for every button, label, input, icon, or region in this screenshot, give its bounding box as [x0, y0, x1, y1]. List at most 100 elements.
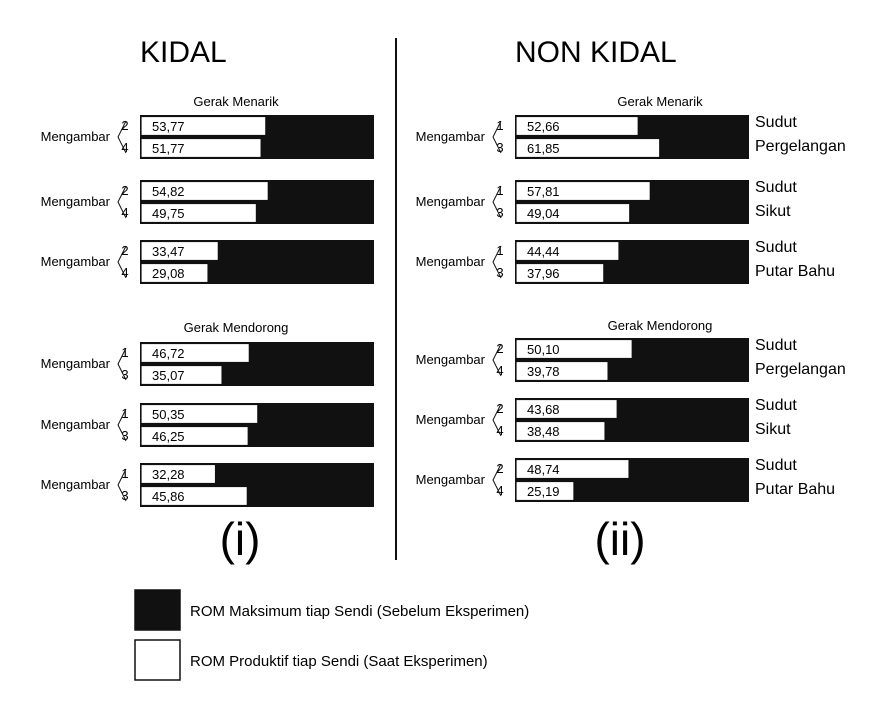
value-label: 52,66 [527, 119, 560, 134]
row-id: 1 [496, 183, 503, 198]
value-label: 25,19 [527, 484, 560, 499]
row-id: 3 [496, 265, 503, 280]
value-label: 32,28 [152, 467, 185, 482]
row-id: 3 [121, 367, 128, 382]
group-bracket [492, 403, 502, 437]
value-label: 50,10 [527, 342, 560, 357]
productive-rom-bar [515, 420, 606, 442]
productive-rom-bar [140, 485, 248, 507]
productive-rom-bar [140, 463, 217, 485]
group-label: Mengambar [41, 129, 111, 144]
group-label: Mengambar [416, 412, 486, 427]
group-bracket [492, 343, 502, 377]
productive-rom-bar [515, 180, 651, 202]
group-bracket [492, 463, 502, 497]
group-bracket [117, 408, 127, 442]
value-label: 46,25 [152, 429, 185, 444]
row-id: 3 [496, 205, 503, 220]
panel-title: NON KIDAL [515, 36, 677, 69]
legend-swatch [134, 639, 181, 681]
row-id: 4 [121, 205, 128, 220]
joint-label: Sudut Pergelangan [755, 337, 846, 378]
productive-rom-bar [515, 115, 639, 137]
value-label: 39,78 [527, 364, 560, 379]
row-id: 3 [496, 140, 503, 155]
section-title: Gerak Mendorong [184, 320, 289, 335]
productive-rom-bar [515, 137, 661, 159]
group-label: Mengambar [41, 417, 111, 432]
panel-label: (i) [220, 513, 261, 565]
row-id: 2 [121, 183, 128, 198]
value-label: 35,07 [152, 368, 185, 383]
value-label: 54,82 [152, 184, 185, 199]
row-id: 1 [121, 345, 128, 360]
group-bracket [117, 468, 127, 502]
row-id: 4 [121, 140, 128, 155]
productive-rom-bar [515, 398, 618, 420]
group-bracket [117, 245, 127, 279]
group-label: Mengambar [416, 352, 486, 367]
productive-rom-bar [140, 262, 209, 284]
group-label: Mengambar [416, 254, 486, 269]
group-label: Mengambar [41, 254, 111, 269]
legend-swatch [134, 589, 181, 631]
productive-rom-bar [140, 425, 249, 447]
value-label: 45,86 [152, 489, 185, 504]
productive-rom-bar [140, 115, 267, 137]
row-id: 4 [496, 423, 503, 438]
row-id: 2 [496, 341, 503, 356]
group-label: Mengambar [41, 356, 111, 371]
value-label: 38,48 [527, 424, 560, 439]
productive-rom-bar [515, 262, 605, 284]
productive-rom-bar [515, 458, 630, 480]
value-label: 51,77 [152, 141, 185, 156]
productive-rom-bar [140, 342, 250, 364]
section-title: Gerak Menarik [617, 94, 703, 109]
panel-title: KIDAL [140, 36, 227, 69]
value-label: 37,96 [527, 266, 560, 281]
group-label: Mengambar [41, 194, 111, 209]
group-bracket [492, 185, 502, 219]
productive-rom-bar [515, 480, 575, 502]
section-title: Gerak Mendorong [608, 318, 713, 333]
value-label: 33,47 [152, 244, 185, 259]
group-label: Mengambar [41, 477, 111, 492]
joint-label: Sudut Sikut [755, 179, 797, 220]
row-id: 2 [121, 243, 128, 258]
group-bracket [117, 185, 127, 219]
value-label: 50,35 [152, 407, 185, 422]
group-bracket [117, 120, 127, 154]
productive-rom-bar [140, 403, 259, 425]
productive-rom-bar [140, 137, 262, 159]
value-label: 49,75 [152, 206, 185, 221]
row-id: 1 [121, 466, 128, 481]
panel-label: (ii) [594, 513, 645, 565]
joint-label: Sudut Pergelangan [755, 114, 846, 155]
row-id: 3 [121, 428, 128, 443]
row-id: 4 [496, 483, 503, 498]
group-bracket [492, 245, 502, 279]
value-label: 49,04 [527, 206, 560, 221]
value-label: 46,72 [152, 346, 185, 361]
joint-label: Sudut Putar Bahu [755, 457, 835, 498]
row-id: 3 [121, 488, 128, 503]
group-label: Mengambar [416, 194, 486, 209]
row-id: 2 [121, 118, 128, 133]
productive-rom-bar [515, 202, 631, 224]
value-label: 48,74 [527, 462, 560, 477]
productive-rom-bar [140, 240, 219, 262]
group-label: Mengambar [416, 472, 486, 487]
productive-rom-bar [140, 180, 269, 202]
legend-label: ROM Maksimum tiap Sendi (Sebelum Eksperi… [190, 603, 529, 620]
value-label: 29,08 [152, 266, 185, 281]
value-label: 61,85 [527, 141, 560, 156]
group-bracket [117, 347, 127, 381]
group-label: Mengambar [416, 129, 486, 144]
productive-rom-bar [140, 364, 223, 386]
section-title: Gerak Menarik [193, 94, 279, 109]
row-id: 4 [121, 265, 128, 280]
value-label: 43,68 [527, 402, 560, 417]
value-label: 44,44 [527, 244, 560, 259]
row-id: 1 [496, 243, 503, 258]
